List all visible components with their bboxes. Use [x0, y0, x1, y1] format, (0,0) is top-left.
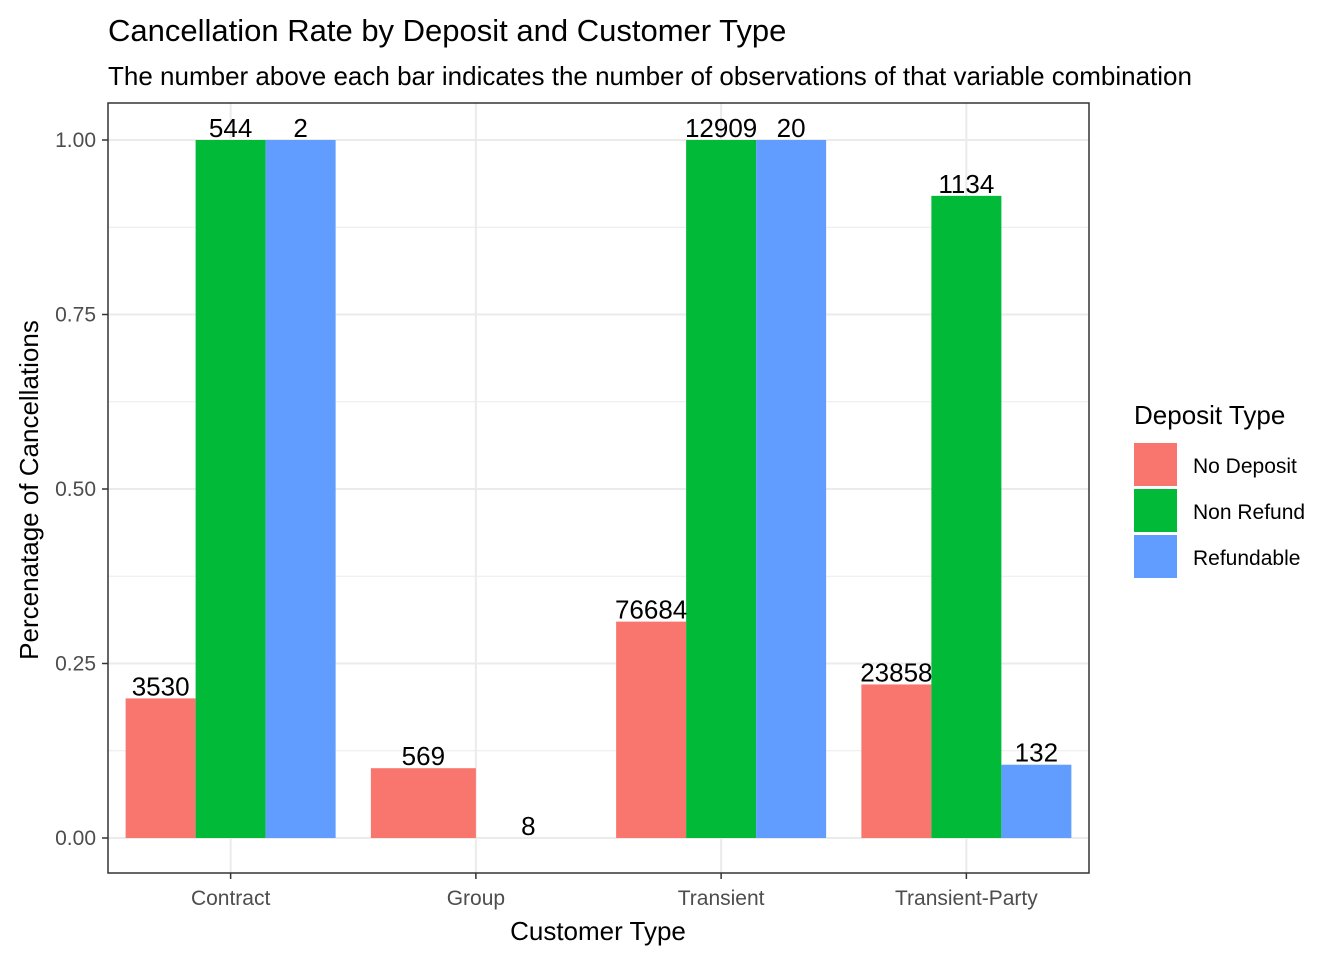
bar-count-label: 8 [521, 811, 535, 841]
bar-count-label: 12909 [685, 113, 757, 143]
y-tick-label: 0.25 [55, 653, 96, 676]
bar-count-label: 20 [777, 113, 806, 143]
y-tick-label: 0.00 [55, 827, 96, 850]
bar-transient-non-refund [686, 140, 757, 838]
y-axis: 0.00 0.25 0.50 0.75 1.00 [55, 129, 108, 850]
plot-border [107, 102, 1090, 874]
bar-group-no-deposit [370, 768, 476, 838]
bar-transient-party-non-refund [931, 195, 1002, 839]
x-tick-label: Group [447, 887, 505, 910]
bar-contract-non-refund [195, 140, 266, 838]
y-tick-label: 0.75 [55, 304, 96, 327]
bar-labels: 3530 544 2 569 8 76684 12909 20 23858 1134 132 [132, 113, 1058, 841]
bar-count-label: 76684 [615, 595, 687, 625]
bar-contract-refundable [265, 140, 336, 838]
legend-title: Deposit Type [1134, 400, 1285, 430]
bar-contract-no-deposit [125, 698, 196, 838]
x-tick-label: Transient-Party [895, 887, 1038, 910]
x-axis-title: Customer Type [510, 916, 686, 946]
legend-label: No Deposit [1193, 455, 1297, 478]
bar-count-label: 569 [402, 741, 445, 771]
y-tick-label: 0.50 [55, 478, 96, 501]
bar-transient-no-deposit [616, 621, 687, 838]
panel-border [107, 102, 1090, 874]
x-tick-label: Transient [678, 887, 765, 910]
bar-transient-party-refundable [1001, 764, 1072, 838]
legend-label: Non Refund [1193, 501, 1305, 524]
bar-count-label: 132 [1015, 738, 1058, 768]
legend-key-refundable [1134, 535, 1177, 578]
chart-title: Cancellation Rate by Deposit and Custome… [108, 13, 786, 48]
bar-count-label: 23858 [860, 657, 932, 687]
chart-subtitle: The number above each bar indicates the … [108, 61, 1192, 91]
y-axis-title: Percenatage of Cancellations [14, 320, 44, 660]
bar-count-label: 3530 [132, 671, 190, 701]
bar-count-label: 2 [293, 113, 307, 143]
legend-key-no-deposit [1134, 443, 1177, 486]
legend: Deposit Type No Deposit Non Refund Refunda… [1134, 400, 1305, 578]
x-axis: Contract Group Transient Transient-Party [191, 873, 1038, 910]
bar-transient-refundable [756, 140, 827, 838]
legend-key-non-refund [1134, 489, 1177, 532]
x-tick-label: Contract [191, 887, 271, 910]
bar-count-label: 1134 [938, 169, 994, 199]
legend-label: Refundable [1193, 547, 1300, 570]
bars [125, 140, 1072, 839]
y-tick-label: 1.00 [55, 129, 96, 152]
bar-transient-party-no-deposit [861, 684, 932, 838]
bar-count-label: 544 [209, 113, 252, 143]
